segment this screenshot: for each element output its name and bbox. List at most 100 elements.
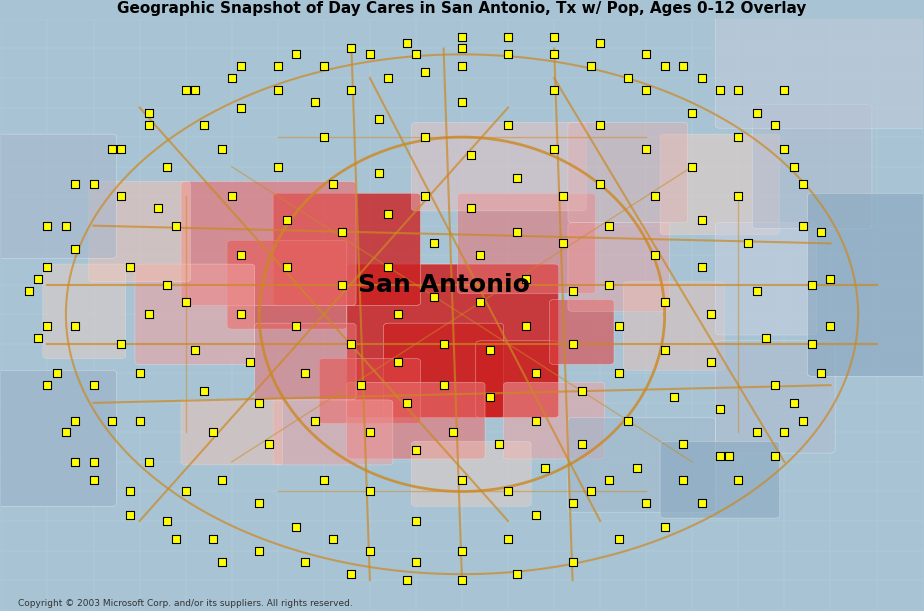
Point (445, 428, 460, 437)
Point (151, 203, 165, 213)
Point (243, 357, 258, 367)
Point (371, 167, 386, 177)
Point (556, 191, 571, 201)
Point (316, 61, 331, 71)
Point (188, 345, 202, 354)
Point (712, 451, 727, 461)
Point (234, 251, 249, 260)
Point (67, 244, 82, 254)
Point (620, 73, 635, 83)
Point (455, 43, 469, 53)
Point (602, 221, 617, 230)
Point (427, 291, 442, 301)
FancyBboxPatch shape (568, 122, 687, 223)
Point (86, 457, 101, 467)
FancyBboxPatch shape (715, 223, 817, 335)
Point (638, 144, 653, 154)
Point (529, 510, 543, 520)
Point (473, 298, 488, 307)
Point (307, 415, 322, 425)
FancyBboxPatch shape (89, 181, 190, 282)
Point (289, 522, 304, 532)
Point (814, 368, 829, 378)
Point (252, 499, 267, 508)
Point (399, 38, 414, 48)
FancyBboxPatch shape (660, 134, 780, 235)
Point (67, 457, 82, 467)
Point (611, 534, 626, 544)
Point (602, 475, 617, 485)
Point (565, 557, 580, 567)
Point (638, 49, 653, 59)
Point (362, 486, 377, 496)
Point (501, 120, 516, 130)
Point (334, 280, 349, 290)
Point (206, 428, 221, 437)
Point (593, 38, 608, 48)
Point (280, 215, 295, 225)
Point (611, 321, 626, 331)
Point (768, 451, 783, 461)
Point (58, 221, 73, 230)
Point (30, 333, 45, 343)
Point (575, 439, 590, 449)
Point (390, 309, 405, 319)
Point (289, 49, 304, 59)
Point (399, 398, 414, 408)
Point (298, 557, 313, 567)
FancyBboxPatch shape (43, 264, 126, 359)
Point (629, 463, 644, 473)
Point (510, 174, 525, 183)
Point (796, 221, 810, 230)
Point (786, 398, 801, 408)
Point (694, 73, 709, 83)
Point (104, 144, 119, 154)
Point (501, 534, 516, 544)
Point (141, 120, 156, 130)
FancyBboxPatch shape (411, 122, 587, 211)
Point (418, 191, 432, 201)
Point (565, 499, 580, 508)
FancyBboxPatch shape (135, 264, 255, 365)
Point (40, 221, 55, 230)
Point (215, 144, 230, 154)
Point (694, 499, 709, 508)
FancyBboxPatch shape (715, 341, 835, 453)
Point (584, 61, 599, 71)
Point (408, 445, 423, 455)
Point (399, 575, 414, 585)
Point (234, 309, 249, 319)
Point (556, 238, 571, 248)
Point (777, 85, 792, 95)
Point (408, 49, 423, 59)
Point (271, 61, 286, 71)
Point (141, 109, 156, 119)
FancyBboxPatch shape (715, 16, 924, 128)
Point (694, 262, 709, 272)
Point (786, 162, 801, 172)
Point (529, 415, 543, 425)
Point (455, 546, 469, 555)
Point (749, 109, 764, 119)
Point (510, 569, 525, 579)
Point (178, 486, 193, 496)
Point (657, 522, 672, 532)
Point (86, 475, 101, 485)
Point (712, 404, 727, 414)
Point (823, 321, 838, 331)
FancyBboxPatch shape (0, 370, 116, 507)
FancyBboxPatch shape (752, 104, 872, 229)
Point (408, 557, 423, 567)
Point (584, 486, 599, 496)
Point (408, 516, 423, 526)
Point (86, 180, 101, 189)
Point (178, 298, 193, 307)
Point (371, 114, 386, 124)
Point (362, 546, 377, 555)
Point (206, 534, 221, 544)
Point (215, 475, 230, 485)
Point (197, 120, 212, 130)
Point (390, 357, 405, 367)
Point (215, 557, 230, 567)
Point (252, 398, 267, 408)
